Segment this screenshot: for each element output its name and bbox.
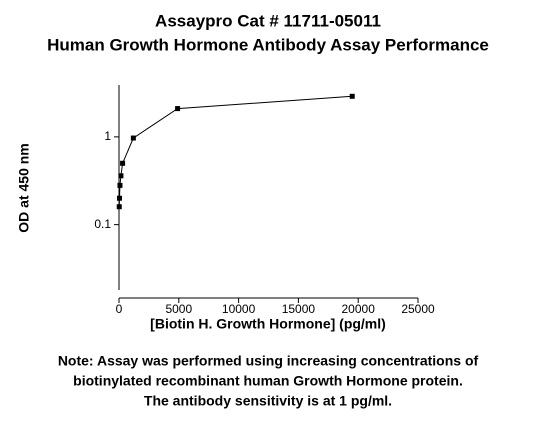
x-tick-label: 0 <box>116 302 123 316</box>
chart-title: Human Growth Hormone Antibody Assay Perf… <box>47 35 489 54</box>
x-axis-label: [Biotin H. Growth Hormone] (pg/ml) <box>150 316 386 332</box>
chart-title: Assaypro Cat # 11711-05011 <box>155 11 381 30</box>
series-line <box>118 95 353 207</box>
y-tick-label: 1 <box>104 129 111 143</box>
point <box>118 173 124 179</box>
point <box>175 106 181 112</box>
x-tick-label: 25000 <box>401 302 435 316</box>
point <box>117 182 123 188</box>
y-tick-label: 0.1 <box>94 217 111 231</box>
x-tick-label: 5000 <box>165 302 192 316</box>
x-tick-label: 10000 <box>222 302 256 316</box>
point <box>120 160 126 166</box>
point <box>116 204 122 210</box>
note: biotinylated recombinant human Growth Ho… <box>73 373 463 389</box>
note: Note: Assay was performed using increasi… <box>58 353 479 369</box>
point <box>130 135 136 141</box>
point <box>349 93 355 99</box>
y-axis-label: OD at 450 nm <box>16 143 32 232</box>
note: The antibody sensitivity is at 1 pg/ml. <box>144 393 392 409</box>
point <box>116 195 122 201</box>
x-tick-label: 15000 <box>282 302 316 316</box>
x-tick-label: 20000 <box>342 302 376 316</box>
